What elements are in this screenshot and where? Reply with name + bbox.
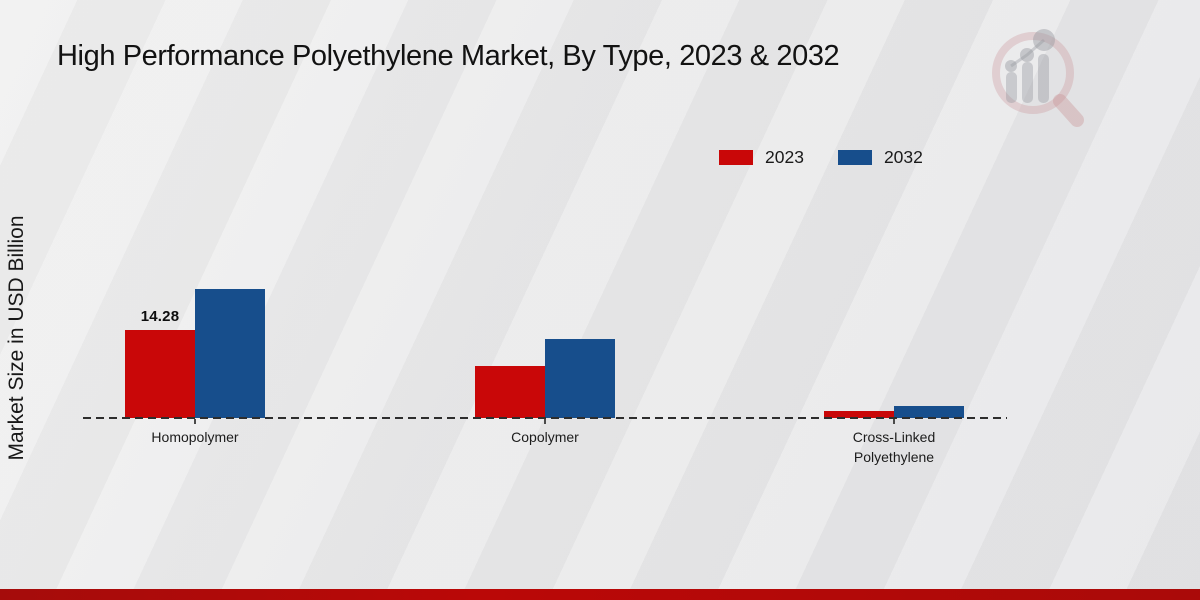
legend-label-2023: 2023 — [765, 147, 804, 167]
x-axis-tick-cross-linked-polyethylene — [893, 419, 895, 424]
legend-swatch-2032 — [837, 150, 872, 165]
legend-label-2032: 2032 — [883, 147, 923, 167]
legend-item-2023: 2023 — [719, 147, 804, 168]
legend-swatch-2023 — [719, 150, 753, 165]
category-label-copolymer: Copolymer — [511, 429, 579, 445]
bar-2023-homopolymer — [125, 330, 195, 418]
footer-accent-band — [0, 589, 1200, 600]
magnifier-bar-chart-logo-watermark — [992, 29, 1084, 127]
bar-2023-cross-linked-polyethylene — [824, 411, 894, 418]
category-label-homopolymer: Homopolymer — [151, 429, 239, 445]
bar-2023-copolymer — [475, 366, 545, 418]
bar-2032-copolymer — [545, 339, 615, 418]
chart-title: High Performance Polyethylene Market, By… — [57, 40, 840, 72]
bar-value-label-2023-homopolymer: 14.28 — [140, 308, 180, 325]
legend-item-2032: 2032 — [837, 147, 923, 168]
bar-2032-homopolymer — [195, 289, 265, 418]
x-axis-baseline — [83, 417, 1007, 419]
x-axis-tick-homopolymer — [194, 419, 196, 424]
category-label-cross-linked-polyethylene: Cross-Linked Polyethylene — [852, 429, 936, 465]
x-axis-tick-copolymer — [544, 419, 546, 424]
bar-2032-cross-linked-polyethylene — [894, 406, 964, 418]
legend: 2023 2032 — [719, 147, 923, 168]
